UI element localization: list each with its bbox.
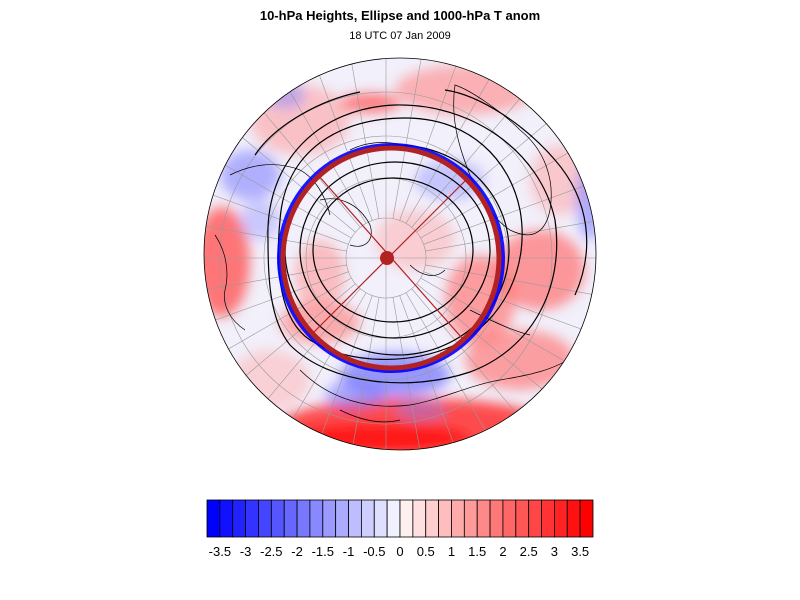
colorbar-box: [541, 499, 555, 538]
colorbar-tick-label: -3: [240, 544, 252, 559]
colorbar-box: [258, 499, 272, 538]
colorbar-tick-label: 0.5: [417, 544, 435, 559]
meridian-line: [204, 288, 361, 450]
meridian-line: [333, 297, 380, 450]
map-boundary: [203, 57, 597, 451]
lat-lon-grid: [204, 58, 596, 450]
colorbar-tick-label: -0.5: [363, 544, 385, 559]
colorbar-tick-label: 0: [396, 544, 403, 559]
meridian-line: [411, 288, 580, 450]
colorbar-box: [412, 499, 427, 538]
colorbar-tick-label: 3.5: [571, 544, 589, 559]
colorbar-tick-label: 2: [499, 544, 506, 559]
ellipse-center-marker: [380, 251, 394, 265]
colorbar-box: [386, 499, 401, 538]
colorbar-box: [322, 499, 337, 538]
coastlines: [214, 84, 576, 423]
colorbar-tick-label: 2.5: [520, 544, 538, 559]
meridian-line: [204, 64, 356, 233]
colorbar-tick-label: 1.5: [468, 544, 486, 559]
plot-subtitle: 18 UTC 07 Jan 2009: [349, 30, 451, 42]
meridian-line: [204, 283, 356, 450]
colorbar-box: [438, 499, 452, 538]
colorbar-box: [360, 499, 375, 538]
colorbar-tick-label: 1: [448, 544, 455, 559]
colorbar-tick-label: -2.5: [260, 544, 282, 559]
meridian-line: [283, 58, 373, 221]
colorbar-box: [206, 499, 221, 538]
colorbar-box: [425, 499, 440, 538]
meridian-line: [420, 277, 596, 409]
meridian-line: [399, 58, 489, 221]
meridian-line: [333, 58, 380, 219]
colorbar-box: [270, 499, 285, 538]
meridian-line: [235, 292, 367, 450]
colorbar-box: [296, 499, 311, 538]
colorbar-box: [451, 499, 465, 538]
colorbar-box: [309, 499, 324, 538]
meridian-line: [423, 155, 596, 245]
colorbar-box: [515, 499, 530, 538]
meridian-line: [283, 295, 373, 450]
meridian-line: [425, 205, 596, 252]
colorbar-tick-label: -1: [343, 544, 355, 559]
colorbar-tick-label: 3: [551, 544, 558, 559]
colorbar-box: [373, 499, 388, 538]
meridian-line: [204, 264, 347, 311]
meridian-line: [204, 205, 347, 252]
colorbar-tick-label: -3.5: [209, 544, 231, 559]
meridian-line: [235, 58, 367, 224]
colorbar-box: [579, 499, 594, 538]
colorbar-tick-label: -2: [291, 544, 303, 559]
colorbar-box: [554, 499, 568, 538]
colorbar-box: [566, 499, 581, 538]
colorbar-box: [476, 499, 491, 538]
colorbar-box: [463, 499, 478, 538]
colorbar-tick-label: -1.5: [312, 544, 334, 559]
colorbar-box: [399, 499, 414, 538]
meridian-line: [392, 58, 439, 219]
meridian-line: [405, 58, 537, 224]
colorbar-box: [348, 499, 362, 538]
meridian-line: [204, 271, 349, 361]
colorbar-box: [528, 499, 542, 538]
meridian-line: [405, 292, 537, 450]
plot-title: 10-hPa Heights, Ellipse and 1000-hPa T a…: [259, 8, 541, 23]
colorbar-box: [245, 499, 259, 538]
meridian-line: [204, 107, 352, 239]
meridian-line: [204, 277, 352, 409]
colorbar-box: [219, 499, 234, 538]
meridian-line: [425, 264, 596, 311]
temperature-anomaly-field: [204, 58, 596, 450]
meridian-line: [423, 271, 596, 361]
colorbar-box: [283, 499, 298, 538]
meridian-line: [420, 107, 596, 239]
meridian-line: [392, 297, 439, 450]
colorbar-box: [489, 499, 504, 538]
meridian-line: [204, 155, 349, 245]
colorbar-box: [502, 499, 517, 538]
colorbar-box: [232, 499, 247, 538]
colorbar-box: [335, 499, 349, 538]
